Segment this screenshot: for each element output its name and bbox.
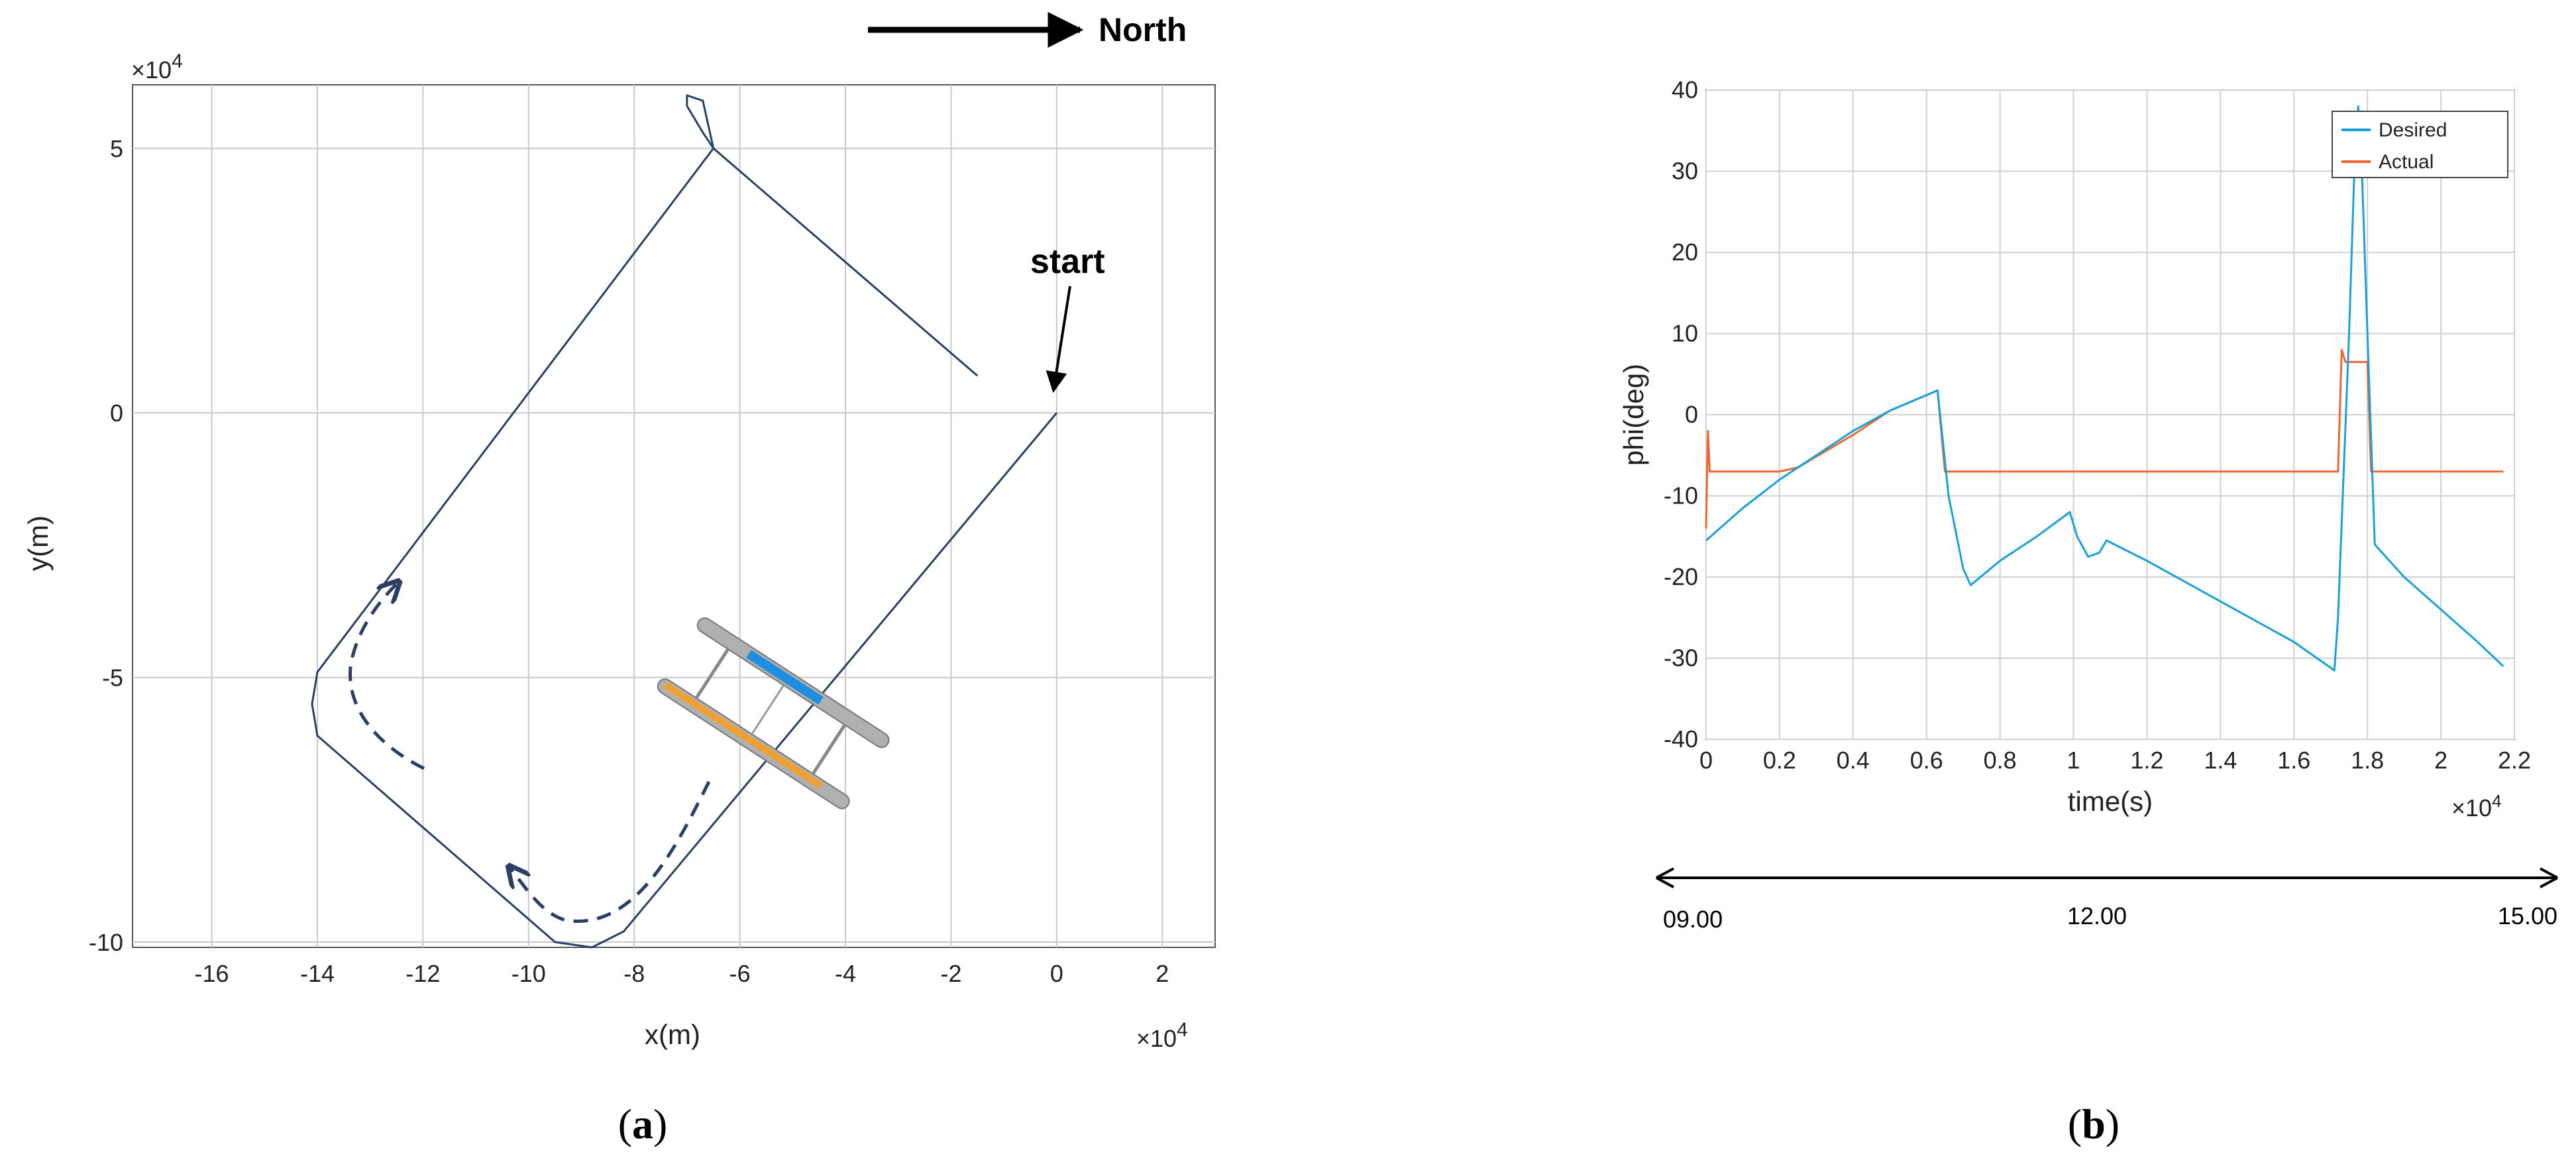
panel-b-y-tick-label: 20 (1672, 238, 1698, 266)
panel-b-gridlines (1705, 89, 2515, 740)
panel-b-x-tick-label: 1 (2067, 747, 2080, 774)
panel-a-trajectory-plot: -16 -14 -12 -10 -8 -6 -4 -2 0 2 -10 -5 0 5 start Nort… (23, 11, 1216, 1147)
timeline-end-label: 15.00 (2498, 902, 2557, 929)
panel-b-x-exponent: ×104 (2451, 791, 2502, 821)
panel-b-x-axis-label: time(s) (2068, 786, 2153, 817)
north-label: North (1099, 11, 1187, 48)
panel-a-x-tick-label: 0 (1050, 960, 1063, 987)
panel-a-y-tick-label: 0 (110, 399, 123, 427)
timeline-mid-label: 12.00 (2067, 902, 2127, 929)
panel-b-y-axis-label: phi(deg) (1618, 364, 1649, 466)
panel-a-x-tick-label: -14 (300, 960, 335, 987)
panel-b-y-tick-label: 30 (1672, 158, 1698, 185)
panel-a-x-tick-label: -4 (835, 960, 856, 987)
panel-a-y-tick-label: -10 (89, 929, 123, 956)
panel-b-x-tick-label: 0.2 (1763, 747, 1796, 774)
panel-a-gridlines (133, 85, 1215, 947)
panel-b-y-tick-label: -40 (1664, 725, 1698, 753)
panel-b-y-tick-label: -20 (1664, 563, 1698, 590)
panel-a-y-tick-label: 5 (110, 135, 123, 162)
catamaran-icon (657, 617, 890, 810)
panel-a-trajectory-line (311, 94, 1058, 949)
panel-a-y-exponent: ×104 (131, 50, 183, 83)
panel-a-caption: (a) (618, 1100, 668, 1147)
panel-a-x-tick-label: -10 (511, 960, 546, 987)
panel-b-caption: (b) (2068, 1100, 2120, 1147)
timeline-start-label: 09.00 (1663, 906, 1723, 933)
panel-b-y-tick-label: 10 (1672, 320, 1698, 347)
panel-b-x-tick-label: 0 (1699, 747, 1713, 774)
panel-a-y-axis-label: y(m) (23, 515, 54, 571)
panel-b-series-desired-line (1705, 105, 2504, 672)
start-annotation-arrow (1046, 286, 1071, 394)
panel-b-x-tick-label: 1.6 (2277, 747, 2310, 774)
timeline-arrow-left-head (1656, 867, 1674, 888)
panel-b-x-tick-label: 2.2 (2498, 747, 2531, 774)
panel-b-x-tick-label: 2 (2434, 747, 2447, 774)
panel-b-y-tick-label: -30 (1664, 645, 1698, 672)
direction-arrow-2 (510, 780, 711, 924)
panel-b-y-tick-label: 0 (1685, 401, 1698, 428)
panel-a-x-axis-label: x(m) (645, 1019, 700, 1050)
panel-b-x-tick-label: 0.8 (1984, 747, 2017, 774)
panel-a-tick-labels: -16 -14 -12 -10 -8 -6 -4 -2 0 2 -10 -5 0 5 (89, 135, 1169, 987)
panel-a-x-tick-label: -2 (940, 960, 961, 987)
panel-a-x-tick-label: -6 (729, 960, 751, 987)
start-annotation-label: start (1030, 242, 1105, 281)
direction-arrow-1 (349, 583, 425, 770)
panel-a-x-exponent: ×104 (1136, 1019, 1188, 1052)
panel-a-plot-frame (132, 84, 1216, 948)
panel-b-series-actual-line (1705, 348, 2504, 529)
panel-b-x-tick-label: 1.8 (2351, 747, 2384, 774)
panel-b-x-tick-label: 0.6 (1910, 747, 1943, 774)
panel-b-x-tick-label: 1.2 (2130, 747, 2163, 774)
panel-a-x-tick-label: -8 (623, 960, 645, 987)
panel-b-y-tick-label: -10 (1664, 482, 1698, 509)
panel-a-y-tick-label: -5 (102, 664, 123, 692)
legend-desired-label: Desired (2379, 119, 2447, 141)
panel-b-series-lines (1705, 105, 2504, 672)
panel-b-tick-labels: 0 0.2 0.4 0.6 0.8 1 1.2 1.4 1.6 1.8 2 2.2 -40 -30 -20 -… (1664, 76, 2531, 774)
timeline-arrow-right-head (2540, 867, 2558, 888)
panel-b-legend: Desired Actual (2332, 111, 2508, 178)
panel-a-x-tick-label: -12 (405, 960, 440, 987)
panel-a-x-tick-label: -16 (195, 960, 229, 987)
legend-actual-label: Actual (2379, 151, 2434, 173)
panel-b-x-tick-label: 0.4 (1837, 747, 1870, 774)
panel-a-trajectory (311, 94, 1058, 949)
panel-b-y-tick-label: 40 (1672, 76, 1698, 103)
panel-b-phi-plot: 0 0.2 0.4 0.6 0.8 1 1.2 1.4 1.6 1.8 2 2.2 -40 -30 -20 -… (1618, 76, 2558, 1147)
panel-a-x-tick-label: 2 (1155, 960, 1169, 987)
panel-b-x-tick-label: 1.4 (2204, 747, 2237, 774)
